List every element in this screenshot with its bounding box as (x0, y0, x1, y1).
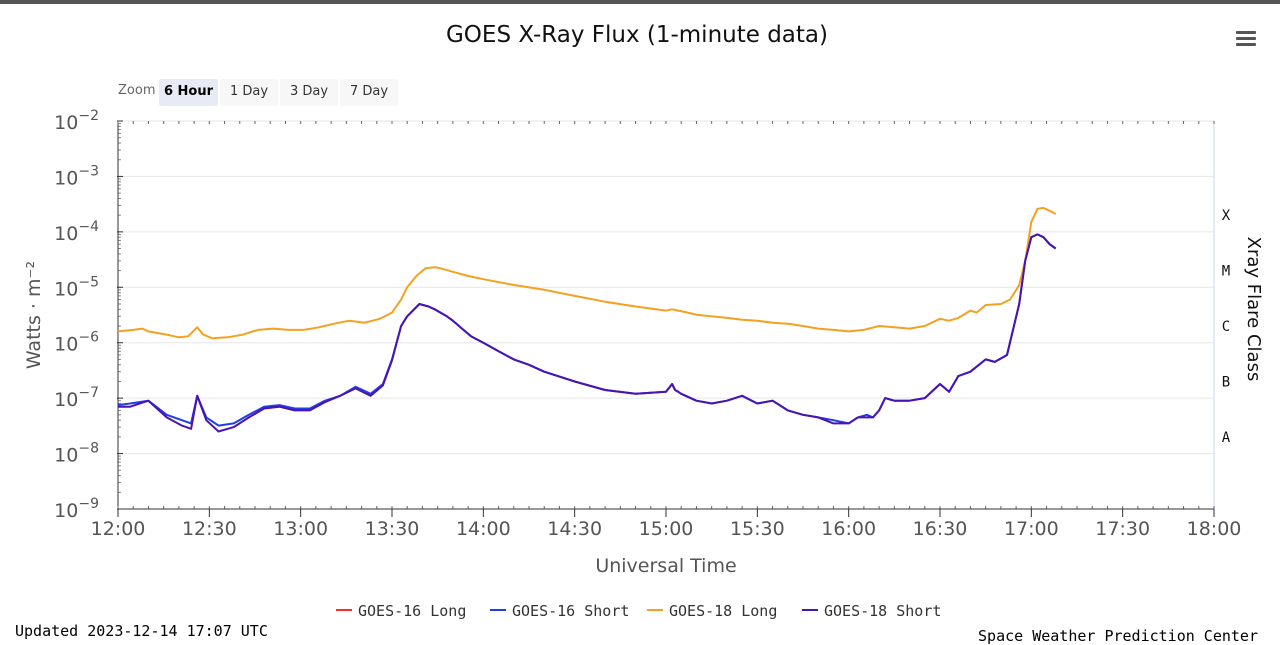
x-tick-label: 14:00 (456, 518, 511, 540)
x-tick-label: 16:00 (821, 518, 876, 540)
x-tick-label: 12:00 (91, 518, 146, 540)
x-tick-label: 12:30 (182, 518, 237, 540)
zoom-1-day-button[interactable]: 1 Day (220, 79, 278, 106)
hamburger-menu-icon[interactable] (1236, 31, 1256, 47)
flare-class-label: M (1222, 264, 1230, 280)
legend-item-goes16-short[interactable]: GOES-16 Short (490, 602, 629, 620)
legend-swatch (647, 608, 663, 611)
flare-class-label: B (1222, 374, 1230, 390)
x-tick-label: 13:00 (273, 518, 328, 540)
zoom-6-hour-button[interactable]: 6 Hour (159, 79, 218, 106)
y-tick-label: 10−4 (54, 219, 99, 245)
x-axis-title: Universal Time (595, 555, 736, 577)
flare-class-label: A (1222, 430, 1231, 446)
x-tick-label: 15:00 (639, 518, 694, 540)
legend-swatch (490, 608, 506, 611)
credit-text: Space Weather Prediction Center (978, 627, 1258, 645)
x-tick-label: 15:30 (730, 518, 785, 540)
legend-swatch (802, 608, 818, 611)
updated-timestamp: Updated 2023-12-14 17:07 UTC (15, 622, 268, 640)
legend-item-goes18-short[interactable]: GOES-18 Short (802, 602, 941, 620)
legend-swatch (336, 608, 352, 611)
series-line-goes-18-short (118, 233, 1057, 433)
legend-label: GOES-18 Short (824, 602, 942, 620)
x-tick-label: 14:30 (547, 518, 602, 540)
top-border (0, 0, 1280, 4)
chart-title: GOES X-Ray Flux (1-minute data) (445, 22, 828, 48)
legend-label: GOES-16 Short (512, 602, 630, 620)
x-tick-label: 16:30 (913, 518, 968, 540)
x-tick-label: 17:30 (1095, 518, 1150, 540)
legend: GOES-16 Long GOES-16 Short GOES-18 Long … (0, 602, 1280, 624)
x-tick-label: 17:00 (1004, 518, 1059, 540)
y-tick-label: 10−7 (54, 385, 99, 411)
plot-frame (117, 120, 1215, 510)
y-tick-label: 10−5 (54, 274, 99, 300)
zoom-7-day-button[interactable]: 7 Day (340, 79, 398, 106)
legend-label: GOES-18 Long (669, 602, 778, 620)
y-tick-label: 10−3 (54, 163, 99, 189)
flare-class-label: X (1222, 208, 1231, 224)
legend-item-goes18-long[interactable]: GOES-18 Long (647, 602, 777, 620)
flare-class-label: C (1222, 319, 1230, 335)
x-tick-label: 13:30 (365, 518, 420, 540)
y-axis-title: Watts · m⁻² (23, 261, 45, 369)
x-tick-label: 18:00 (1187, 518, 1242, 540)
flare-class-axis-title: Xray Flare Class (1243, 237, 1264, 382)
y-tick-label: 10−8 (54, 441, 99, 467)
y-tick-label: 10−2 (54, 108, 99, 134)
zoom-label: Zoom (118, 83, 156, 98)
series-line-goes-18-long (117, 206, 1057, 340)
xray-flux-chart: 10−210−310−410−510−610−710−810−912:00 12:… (23, 108, 1264, 577)
zoom-3-day-button[interactable]: 3 Day (280, 79, 338, 106)
legend-label: GOES-16 Long (358, 602, 467, 620)
legend-item-goes16-long[interactable]: GOES-16 Long (336, 602, 466, 620)
y-tick-label: 10−6 (54, 330, 99, 356)
